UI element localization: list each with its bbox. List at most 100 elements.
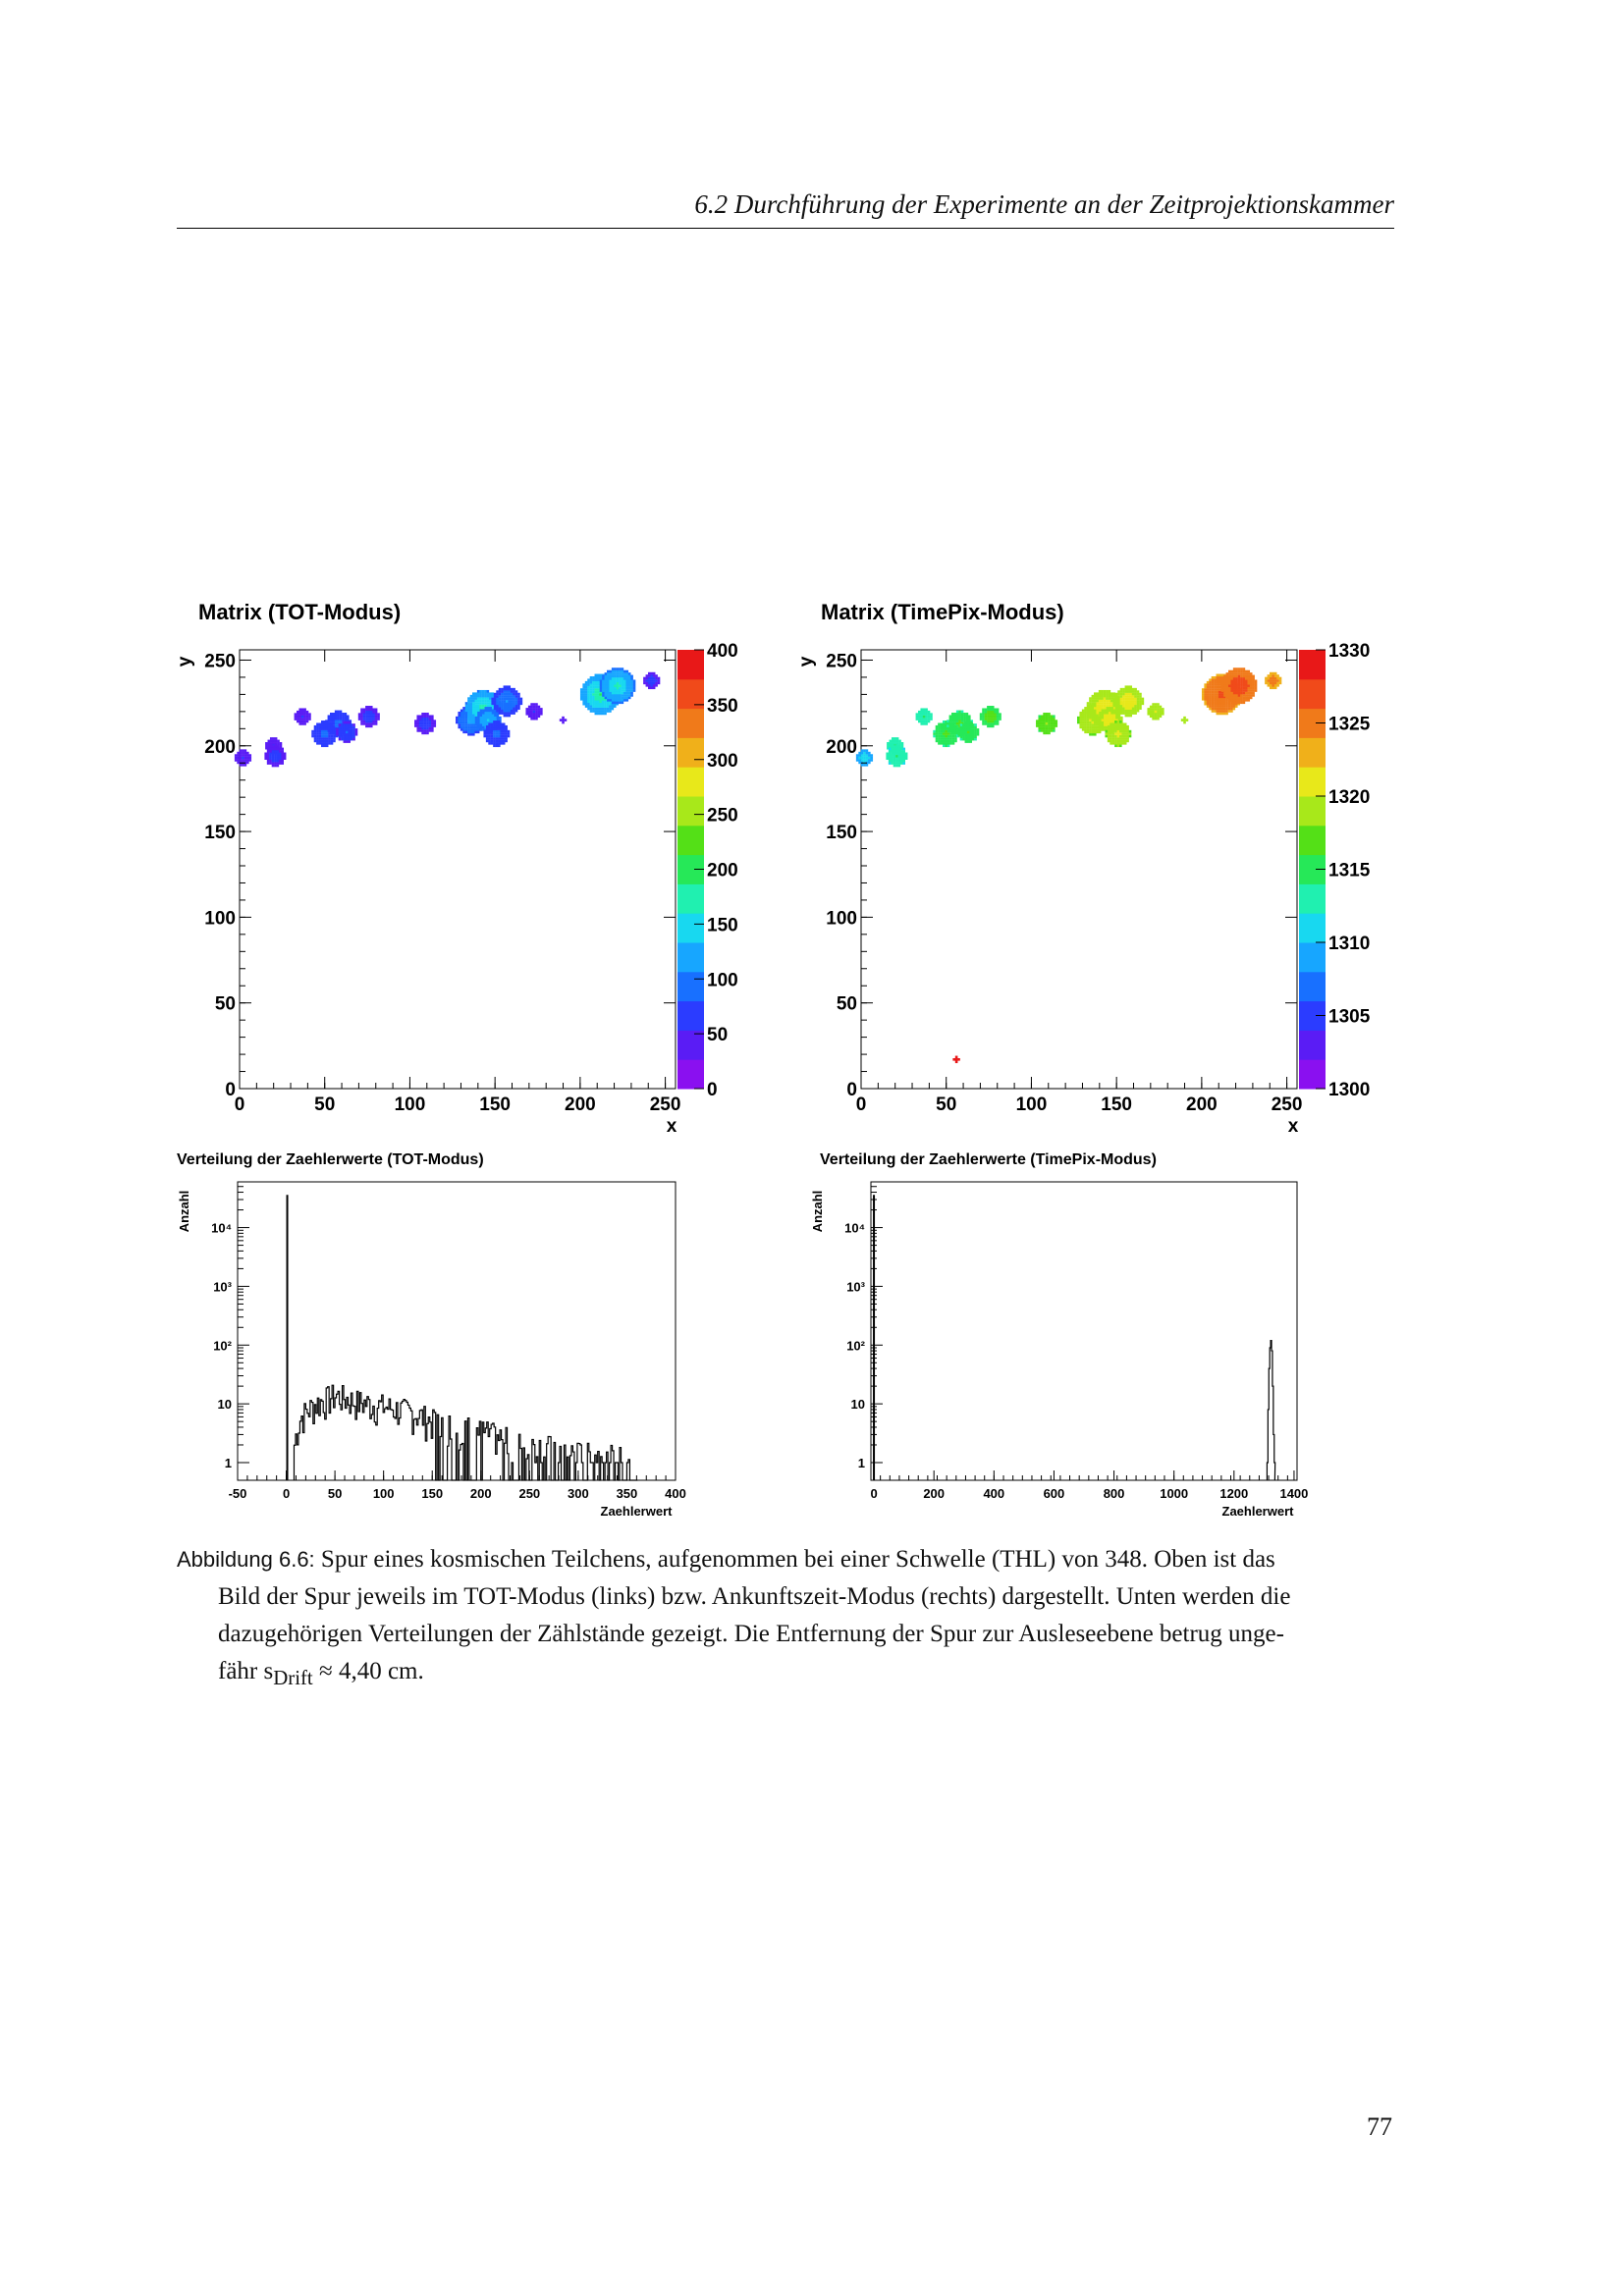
cluster-pixel — [479, 692, 482, 696]
cluster-pixel — [855, 759, 859, 762]
cluster-pixel — [1129, 685, 1133, 689]
cluster-pixel — [1218, 683, 1221, 686]
cluster-pixel — [625, 686, 629, 690]
cluster-pixel — [495, 721, 499, 723]
cluster-pixel — [481, 694, 485, 698]
cluster-pixel — [647, 676, 651, 680]
cluster-pixel — [372, 715, 375, 719]
cluster-pixel — [1081, 709, 1085, 713]
cluster-pixel — [994, 720, 997, 723]
cluster-pixel — [935, 734, 939, 738]
cluster-pixel — [1119, 724, 1122, 728]
cluster-pixel — [966, 725, 970, 729]
cluster-pixel — [1269, 686, 1272, 690]
cluster-pixel — [316, 742, 319, 745]
cluster-pixel — [1154, 705, 1158, 709]
cluster-pixel — [503, 695, 507, 698]
cluster-pixel — [1110, 702, 1113, 705]
cluster-pixel — [327, 717, 331, 721]
cluster-pixel — [955, 710, 959, 714]
cluster-pixel — [467, 707, 470, 710]
colorbar-band — [677, 825, 704, 856]
cluster-pixel — [269, 757, 272, 761]
y-tick-label: 0 — [225, 1080, 236, 1100]
cluster-pixel — [1101, 728, 1105, 731]
cluster-pixel — [1116, 739, 1120, 743]
cluster-pixel — [1247, 684, 1251, 687]
cluster-pixel — [960, 713, 964, 716]
cluster-pixel — [1237, 669, 1241, 673]
cluster-pixel — [339, 720, 343, 722]
cluster-pixel — [1084, 707, 1087, 710]
cluster-pixel — [519, 697, 523, 701]
cluster-pixel — [1084, 728, 1087, 731]
cluster-pixel — [1112, 714, 1116, 718]
cluster-pixel — [584, 700, 588, 704]
cluster-pixel — [984, 713, 988, 716]
cluster-pixel — [1249, 677, 1253, 680]
cluster-pixel — [925, 710, 928, 714]
cluster-pixel — [1077, 721, 1080, 724]
cluster-pixel — [616, 669, 620, 673]
colorbar-band — [1299, 767, 1326, 797]
cluster-pixel — [488, 727, 491, 730]
x-tick-label: 1200 — [1219, 1486, 1248, 1501]
cluster-pixel — [1232, 701, 1236, 705]
cluster-pixel — [1228, 689, 1231, 692]
cluster-pixel — [1101, 723, 1105, 726]
cluster-pixel — [491, 692, 495, 696]
cluster-pixel — [416, 715, 420, 719]
cluster-pixel — [540, 708, 543, 711]
cluster-pixel — [501, 709, 504, 713]
cluster-pixel — [342, 720, 345, 722]
cluster-pixel — [1242, 681, 1246, 685]
cluster-pixel — [893, 747, 896, 751]
cluster-pixel — [1131, 695, 1135, 698]
cluster-pixel — [303, 722, 306, 725]
cluster-pixel — [495, 744, 499, 748]
cluster-pixel — [1094, 719, 1097, 721]
cluster-pixel — [362, 715, 366, 719]
cluster-pixel — [1218, 705, 1221, 708]
cluster-pixel — [244, 764, 247, 767]
cluster-pixel — [337, 724, 340, 727]
cluster-pixel — [589, 697, 593, 701]
cluster-pixel — [1240, 672, 1243, 675]
cluster-pixel — [1081, 721, 1085, 724]
colorbar-tick-label: 1325 — [1328, 715, 1371, 735]
cluster-pixel — [594, 700, 598, 704]
cluster-pixel — [1036, 721, 1039, 725]
colorbar-tick-label: 100 — [707, 970, 738, 990]
cluster-pixel — [596, 675, 600, 679]
cluster-pixel — [476, 730, 480, 734]
cluster-pixel — [942, 744, 946, 748]
cluster-pixel — [316, 739, 319, 743]
cluster-pixel — [1101, 699, 1104, 703]
cluster-pixel — [611, 701, 615, 705]
caption-label: Abbildung 6.6: — [177, 1547, 315, 1572]
cluster-pixel — [1038, 717, 1042, 721]
cluster-pixel — [1110, 697, 1113, 700]
cluster-pixel — [1206, 705, 1210, 708]
cluster-pixel — [1225, 705, 1228, 708]
cluster-pixel — [596, 700, 600, 704]
cluster-pixel — [948, 729, 952, 732]
cluster-pixel — [1098, 692, 1102, 696]
cluster-pixel — [1106, 714, 1110, 718]
cluster-pixel — [594, 702, 598, 706]
cluster-pixel — [855, 754, 859, 757]
cluster-pixel — [469, 694, 473, 698]
cluster-pixel — [942, 739, 946, 743]
cluster-pixel — [298, 720, 302, 723]
cluster-pixel — [490, 734, 494, 738]
cluster-pixel — [604, 672, 608, 675]
cluster-pixel — [953, 715, 957, 719]
cluster-pixel — [458, 711, 461, 715]
cluster-pixel — [599, 710, 602, 713]
running-header-text: 6.2 Durchführung der Experimente an der … — [694, 189, 1394, 219]
cluster-pixel — [596, 707, 600, 711]
cluster-pixel — [374, 710, 378, 714]
cluster-pixel — [1247, 674, 1251, 678]
cluster-pixel — [348, 723, 351, 726]
cluster-pixel — [320, 727, 324, 730]
